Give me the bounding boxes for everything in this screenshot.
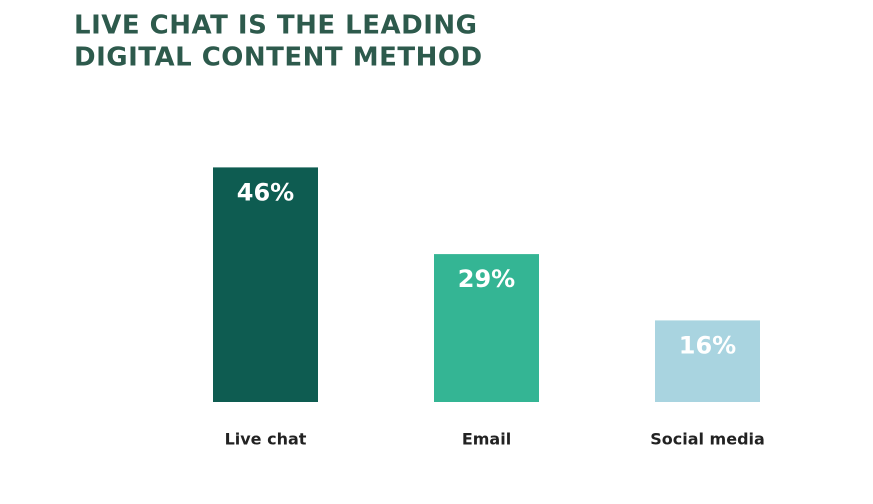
chart-title: LIVE CHAT IS THE LEADING (74, 11, 477, 41)
bar (213, 167, 318, 402)
x-tick-label: Social media (650, 430, 765, 449)
value-label: 46% (237, 178, 294, 206)
x-tick-label: Email (462, 430, 511, 449)
bar (434, 254, 539, 402)
chart-title: DIGITAL CONTENT METHOD (74, 43, 483, 73)
value-label: 16% (679, 331, 736, 359)
x-tick-label: Live chat (225, 430, 307, 449)
value-label: 29% (458, 265, 515, 293)
bar (655, 320, 760, 402)
